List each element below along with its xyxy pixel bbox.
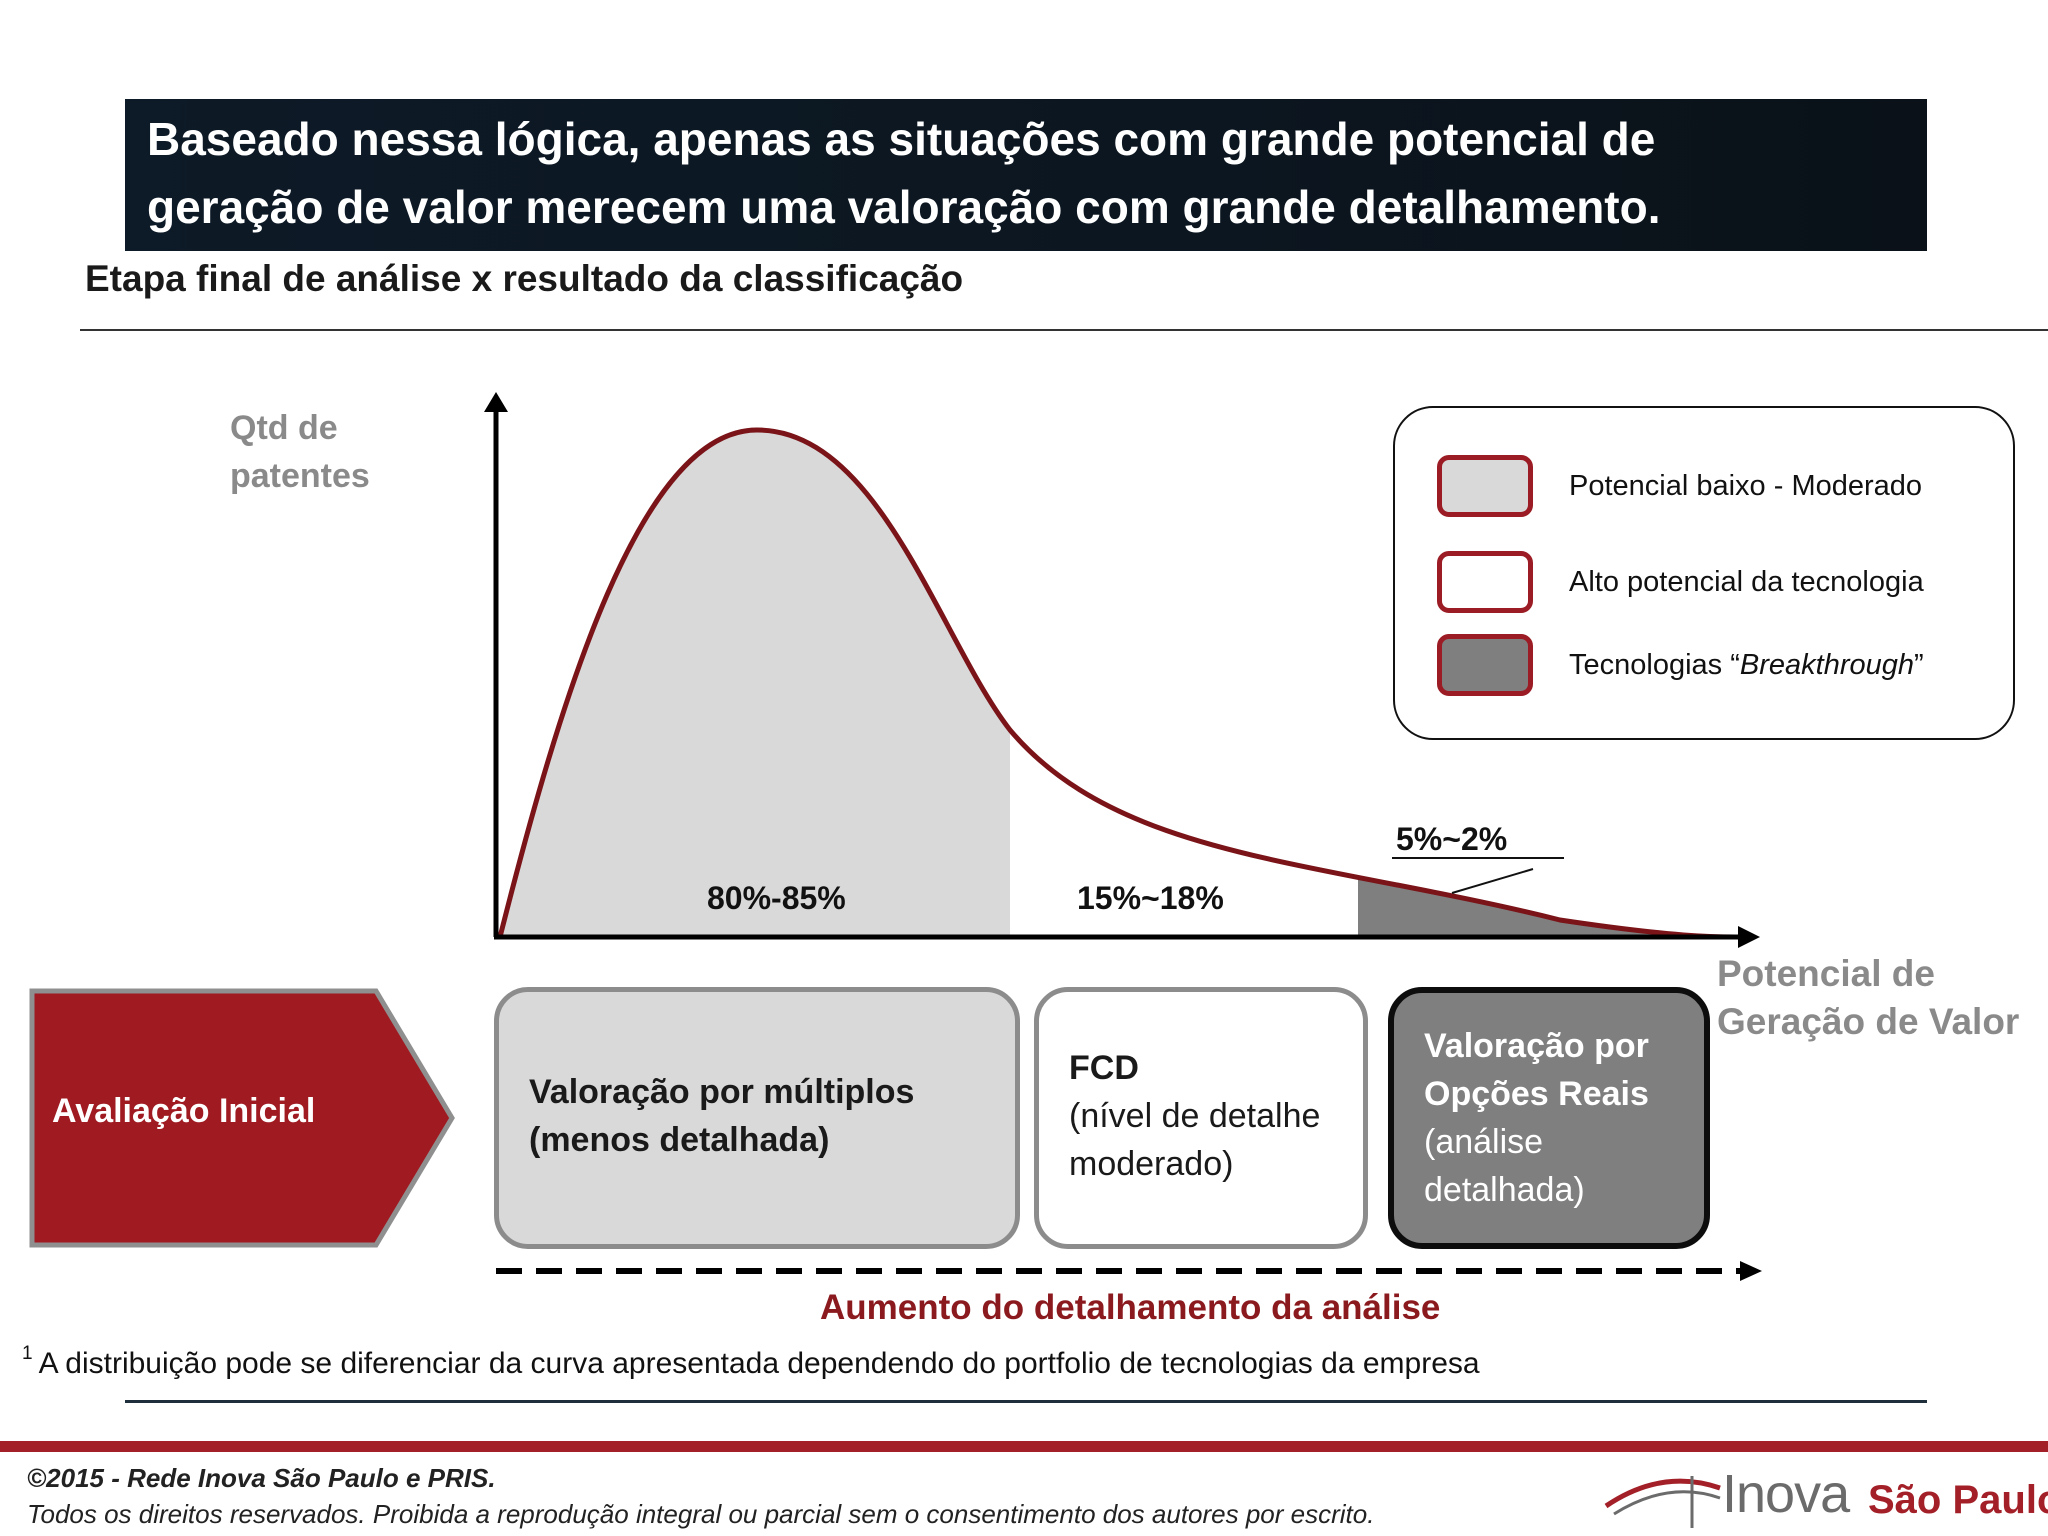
footer-accent-bar [0,1441,2048,1452]
footnote-marker: 1 [22,1343,33,1364]
legend-label-low: Potencial baixo - Moderado [1569,469,1923,502]
stage-fcd-line-2: (nível de detalhe [1069,1097,1321,1135]
distribution-curve [497,427,1741,940]
top-divider [80,329,2048,331]
legend-item-breakthrough: Tecnologias “Breakthrough” [1437,632,1924,698]
legend: Potencial baixo - Moderado Alto potencia… [1393,406,2015,740]
legend-label-breakthrough-prefix: Tecnologias “ [1569,648,1740,681]
x-axis-label-line-1: Potencial de [1717,953,1935,994]
footnote-text: A distribuição pode se diferenciar da cu… [38,1347,1480,1380]
detail-increase-caption: Aumento do detalhamento da análise [820,1288,1441,1327]
legend-swatch-breakthrough [1437,634,1533,696]
legend-label-breakthrough: Tecnologias “Breakthrough” [1569,649,1924,682]
legend-swatch-low [1437,455,1533,517]
banner-line-1: Baseado nessa lógica, apenas as situaçõe… [147,113,1656,165]
stage-real-options-line-2: Opções Reais [1424,1075,1649,1113]
logo-word-inova: Inova [1722,1464,1850,1524]
legend-label-high: Alto potencial da tecnologia [1569,565,1924,598]
title-banner: Baseado nessa lógica, apenas as situaçõe… [125,99,1927,251]
y-axis-label-line-1: Qtd de [230,409,338,447]
stage-fcd-box: FCD (nível de detalhe moderado) [1034,987,1368,1249]
initial-evaluation-label: Avaliação Inicial [52,1092,316,1130]
breakthrough-callout-leader [1451,868,1534,894]
stage-multiples-line-1: Valoração por múltiplos [529,1073,915,1111]
bottom-divider [125,1400,1927,1403]
area-breakthrough [1358,877,1740,938]
y-axis-arrowhead [484,392,508,412]
inova-logo-icon [1604,1476,1721,1528]
banner-line-2: geração de valor merecem uma valoração c… [147,181,1661,233]
segment-label-breakthrough: 5%~2% [1396,821,1508,857]
stage-real-options-line-3: (análise [1424,1123,1544,1161]
logo-word-sao-paulo: São Paulo [1868,1478,2048,1522]
x-axis-label-line-2: Geração de Valor [1717,1001,2020,1042]
stage-fcd-line-1: FCD [1069,1049,1139,1087]
segment-label-high: 15%~18% [1077,880,1224,916]
stage-real-options-box: Valoração por Opções Reais (análise deta… [1388,987,1710,1249]
x-axis-label: Potencial de Geração de Valor [1717,950,2019,1046]
stage-multiples-box: Valoração por múltiplos (menos detalhada… [494,987,1020,1249]
legend-item-high: Alto potencial da tecnologia [1437,549,1924,615]
stage-real-options-line-4: detalhada) [1424,1171,1585,1209]
stage-real-options-line-1: Valoração por [1424,1027,1649,1065]
section-subtitle: Etapa final de análise x resultado da cl… [85,258,964,299]
y-axis-label-line-2: patentes [230,457,370,495]
stage-multiples-line-2: (menos detalhada) [529,1121,830,1159]
initial-evaluation-chevron [29,988,455,1248]
legend-label-breakthrough-italic: Breakthrough [1739,648,1914,681]
detail-increase-arrowhead [1740,1261,1762,1281]
stage-fcd-line-3: moderado) [1069,1145,1234,1183]
legend-item-low: Potencial baixo - Moderado [1437,453,1922,519]
copyright-text: ©2015 - Rede Inova São Paulo e PRIS. [27,1463,496,1493]
rights-text: Todos os direitos reservados. Proibida a… [27,1499,1375,1529]
legend-label-breakthrough-suffix: ” [1914,648,1924,681]
x-axis-arrowhead [1738,926,1760,948]
segment-label-low: 80%-85% [707,880,846,916]
y-axis-label: Qtd de patentes [230,404,370,500]
legend-swatch-high [1437,551,1533,613]
